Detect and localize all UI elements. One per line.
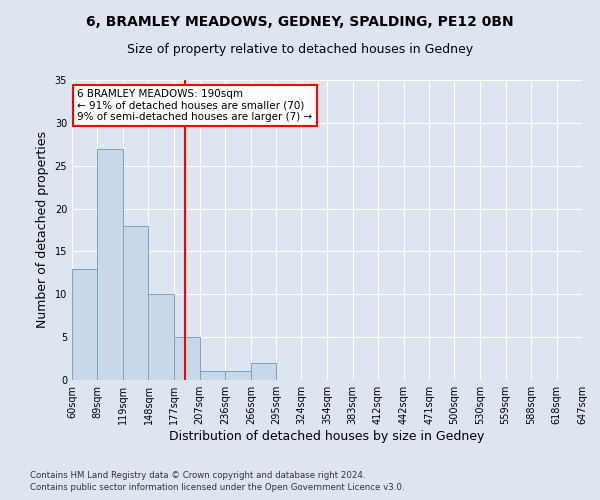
Y-axis label: Number of detached properties: Number of detached properties bbox=[36, 132, 49, 328]
Text: 6, BRAMLEY MEADOWS, GEDNEY, SPALDING, PE12 0BN: 6, BRAMLEY MEADOWS, GEDNEY, SPALDING, PE… bbox=[86, 15, 514, 29]
Bar bbox=[97, 148, 123, 380]
Text: Contains HM Land Registry data © Crown copyright and database right 2024.: Contains HM Land Registry data © Crown c… bbox=[30, 471, 365, 480]
Bar bbox=[72, 268, 97, 380]
X-axis label: Distribution of detached houses by size in Gedney: Distribution of detached houses by size … bbox=[169, 430, 485, 443]
Bar bbox=[148, 294, 173, 380]
Bar bbox=[251, 363, 276, 380]
Bar bbox=[173, 337, 200, 380]
Bar bbox=[123, 226, 148, 380]
Text: 6 BRAMLEY MEADOWS: 190sqm
← 91% of detached houses are smaller (70)
9% of semi-d: 6 BRAMLEY MEADOWS: 190sqm ← 91% of detac… bbox=[77, 89, 313, 122]
Bar bbox=[200, 372, 225, 380]
Text: Contains public sector information licensed under the Open Government Licence v3: Contains public sector information licen… bbox=[30, 484, 404, 492]
Text: Size of property relative to detached houses in Gedney: Size of property relative to detached ho… bbox=[127, 42, 473, 56]
Bar bbox=[225, 372, 251, 380]
